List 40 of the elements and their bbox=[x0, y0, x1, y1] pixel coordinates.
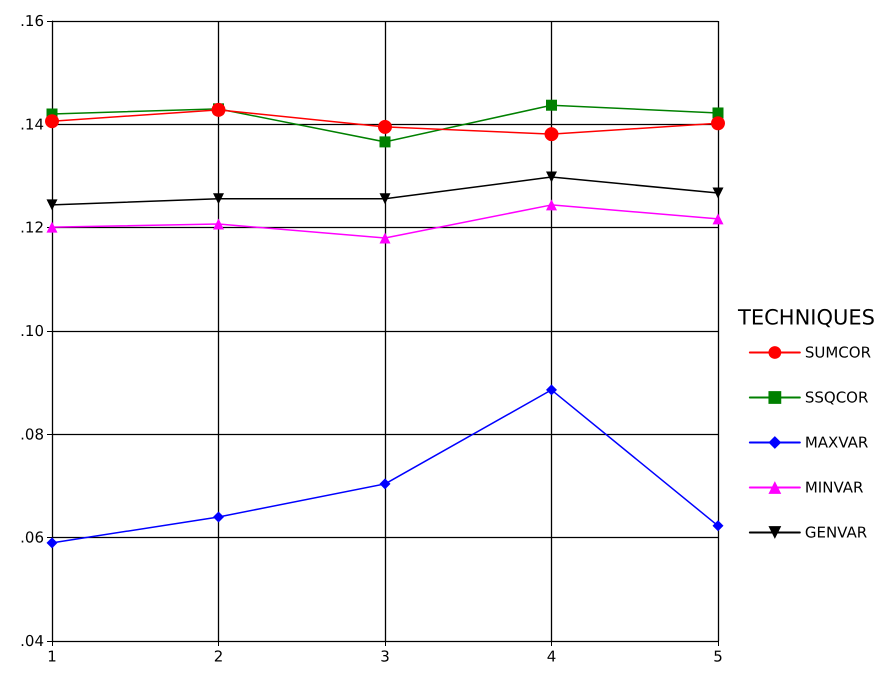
y-tick-label: .08 bbox=[20, 425, 44, 444]
point bbox=[544, 127, 558, 142]
point bbox=[712, 520, 724, 532]
point bbox=[712, 213, 724, 224]
point bbox=[711, 116, 725, 130]
point bbox=[213, 218, 224, 230]
point bbox=[712, 188, 724, 199]
y-tick-label: .14 bbox=[20, 115, 44, 134]
legend-title: TECHNIQUES bbox=[737, 306, 875, 330]
point bbox=[546, 100, 557, 111]
point bbox=[380, 232, 390, 244]
point bbox=[45, 114, 59, 128]
point bbox=[546, 172, 557, 183]
point bbox=[213, 512, 224, 522]
y-tick-label: .16 bbox=[20, 12, 44, 30]
point bbox=[546, 199, 557, 210]
legend-label: GENVAR bbox=[804, 524, 868, 542]
point bbox=[380, 193, 390, 204]
y-tick-label: .10 bbox=[20, 322, 44, 340]
x-tick-label: 5 bbox=[713, 648, 723, 666]
point bbox=[213, 193, 224, 204]
point bbox=[378, 120, 392, 134]
point bbox=[546, 384, 557, 396]
x-tick-label: 1 bbox=[47, 648, 57, 666]
x-tick-label: 2 bbox=[214, 648, 224, 666]
point bbox=[46, 222, 58, 233]
point bbox=[46, 537, 58, 548]
x-tick-label: 4 bbox=[546, 648, 556, 666]
legend-label: SUMCOR bbox=[804, 344, 872, 362]
point bbox=[380, 136, 390, 148]
x-tick-label: 3 bbox=[380, 648, 390, 666]
y-tick-label: .04 bbox=[20, 632, 44, 650]
point bbox=[46, 199, 58, 210]
y-tick-label: .12 bbox=[20, 218, 44, 237]
legend-label: SSQCOR bbox=[804, 388, 868, 406]
legend-label: MINVAR bbox=[804, 478, 864, 496]
point bbox=[212, 102, 226, 117]
y-tick-label: .06 bbox=[20, 528, 44, 547]
point bbox=[380, 478, 390, 490]
legend-label: MAXVAR bbox=[804, 434, 868, 452]
